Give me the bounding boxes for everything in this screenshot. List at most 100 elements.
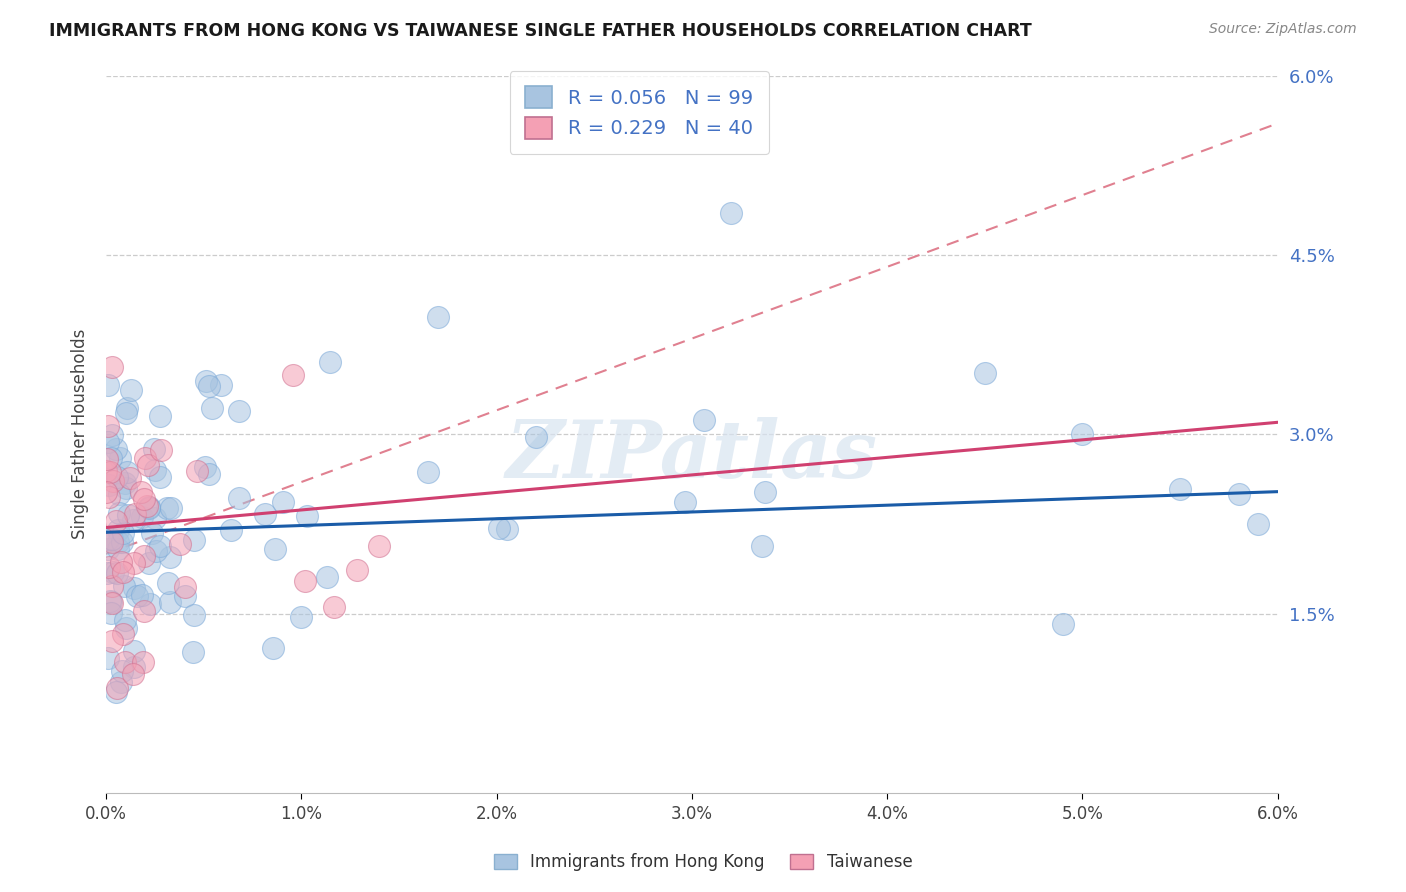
Point — [134, 492, 156, 507]
Point — [105, 566, 128, 580]
Point — [98, 559, 121, 574]
Point — [271, 495, 294, 509]
Point — [114, 655, 136, 669]
Point — [201, 401, 224, 415]
Point — [319, 354, 342, 368]
Point — [495, 522, 517, 536]
Point — [754, 484, 776, 499]
Point — [149, 409, 172, 423]
Point — [254, 507, 277, 521]
Point — [150, 443, 173, 458]
Point — [488, 521, 510, 535]
Point — [96, 452, 118, 467]
Point — [183, 645, 205, 659]
Legend: R = 0.056   N = 99, R = 0.229   N = 40: R = 0.056 N = 99, R = 0.229 N = 40 — [509, 70, 769, 154]
Text: Source: ZipAtlas.com: Source: ZipAtlas.com — [1209, 22, 1357, 37]
Point — [112, 525, 135, 540]
Point — [98, 478, 121, 492]
Point — [98, 594, 121, 608]
Point — [105, 470, 128, 484]
Point — [141, 526, 163, 541]
Point — [98, 490, 121, 504]
Point — [720, 206, 742, 220]
Point — [197, 379, 219, 393]
Point — [98, 465, 121, 479]
Point — [114, 613, 136, 627]
Point — [673, 495, 696, 509]
Point — [101, 633, 124, 648]
Point — [427, 310, 450, 325]
Point — [159, 550, 181, 565]
Point — [693, 413, 716, 427]
Point — [97, 650, 120, 665]
Point — [143, 511, 166, 525]
Point — [96, 566, 118, 580]
Text: ZIPatlas: ZIPatlas — [506, 417, 877, 494]
Point — [108, 450, 131, 465]
Point — [157, 576, 180, 591]
Point — [97, 532, 120, 546]
Point — [114, 476, 136, 491]
Point — [283, 368, 305, 382]
Point — [111, 566, 134, 580]
Point — [973, 366, 995, 380]
Point — [416, 465, 439, 479]
Text: IMMIGRANTS FROM HONG KONG VS TAIWANESE SINGLE FATHER HOUSEHOLDS CORRELATION CHAR: IMMIGRANTS FROM HONG KONG VS TAIWANESE S… — [49, 22, 1032, 40]
Point — [124, 508, 146, 522]
Point — [159, 595, 181, 609]
Point — [115, 401, 138, 415]
Point — [264, 542, 287, 557]
Point — [134, 604, 156, 618]
Point — [122, 643, 145, 657]
Point — [131, 509, 153, 524]
Point — [101, 474, 124, 488]
Point — [149, 470, 172, 484]
Point — [262, 640, 284, 655]
Point — [131, 589, 153, 603]
Point — [127, 589, 149, 603]
Point — [112, 578, 135, 592]
Point — [145, 544, 167, 558]
Point — [115, 406, 138, 420]
Point — [101, 596, 124, 610]
Point — [97, 418, 120, 433]
Point — [156, 500, 179, 515]
Point — [108, 487, 131, 501]
Y-axis label: Single Father Households: Single Father Households — [72, 329, 89, 540]
Point — [135, 500, 157, 514]
Point — [143, 442, 166, 456]
Point — [122, 556, 145, 570]
Point — [294, 574, 316, 588]
Point — [122, 660, 145, 674]
Point — [159, 501, 181, 516]
Point — [115, 481, 138, 495]
Point — [101, 566, 124, 580]
Point — [112, 627, 135, 641]
Point — [138, 500, 160, 515]
Point — [1071, 427, 1094, 442]
Point — [96, 484, 118, 499]
Point — [1168, 483, 1191, 497]
Point — [114, 621, 136, 635]
Point — [143, 463, 166, 477]
Point — [1227, 487, 1250, 501]
Point — [219, 523, 242, 537]
Point — [174, 589, 197, 603]
Point — [368, 539, 391, 553]
Point — [108, 506, 131, 520]
Point — [524, 430, 547, 444]
Point — [122, 582, 145, 596]
Point — [209, 377, 232, 392]
Point — [94, 465, 117, 479]
Point — [138, 556, 160, 570]
Point — [183, 533, 205, 547]
Point — [115, 465, 138, 479]
Point — [228, 491, 250, 506]
Point — [100, 532, 122, 546]
Point — [111, 664, 134, 678]
Point — [1052, 616, 1074, 631]
Point — [132, 655, 155, 669]
Point — [129, 485, 152, 500]
Point — [346, 563, 368, 577]
Point — [316, 570, 339, 584]
